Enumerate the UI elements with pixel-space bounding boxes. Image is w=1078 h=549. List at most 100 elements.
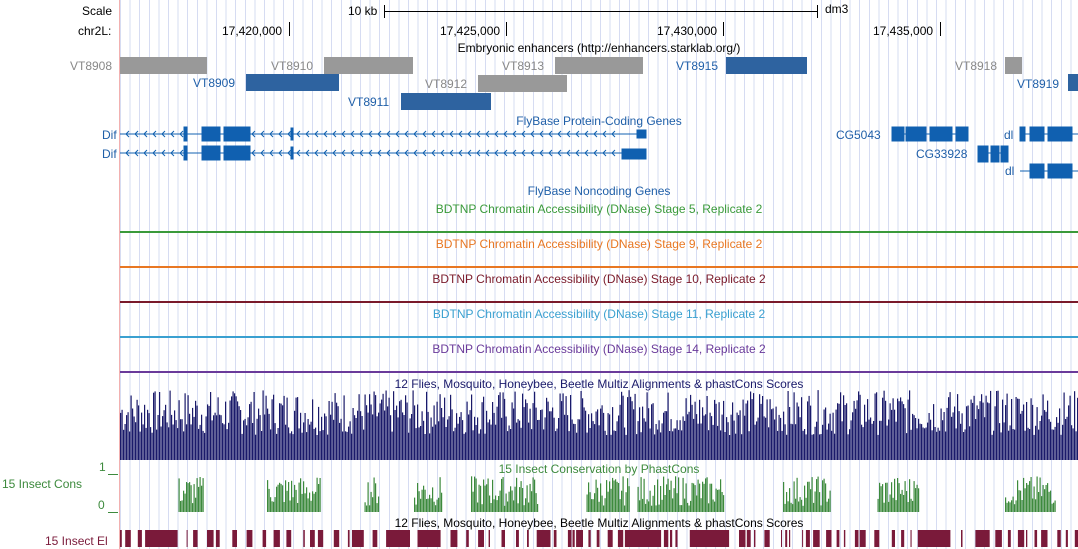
cg5043-exon [955,126,969,142]
strand-arrow [539,149,544,157]
element-block [303,530,305,547]
enhancer-vt8915[interactable] [726,57,807,74]
cons-bar [1005,497,1007,512]
strand-arrow [476,130,481,138]
element-block [813,530,820,547]
multiz-bar [195,400,197,460]
element-block [186,530,188,547]
multiz-bar [355,418,357,460]
gene-label-dl-1[interactable]: dl [1004,128,1014,142]
elements-side-label[interactable]: 15 Insect El [45,534,108,548]
cons-bar [309,492,311,512]
element-block [588,530,591,547]
cons-bar [628,486,630,512]
cons-bar [684,498,686,512]
multiz-bar [708,430,710,460]
multiz-bar [330,414,332,460]
multiz-bar [553,417,555,460]
cons-bar [319,478,321,512]
cons-bar [187,483,189,512]
element-block [663,530,669,547]
multiz-bar [196,405,198,460]
enhancer-vt8918[interactable] [1005,57,1022,74]
multiz-bar [991,434,993,460]
cons-bar [640,477,642,512]
enhancer-label-vt8913[interactable]: VT8913 [502,59,545,73]
strand-arrow [494,130,499,138]
enhancer-label-vt8919[interactable]: VT8919 [1017,77,1060,91]
multiz-bar [808,395,810,460]
gene-label-dif-1[interactable]: Dif [102,128,117,142]
cons-bar [199,477,201,512]
gene-label-cg33928[interactable]: CG33928 [916,147,968,161]
multiz-bar [810,405,812,460]
dnase-stage11-signal [120,336,1078,338]
gene-label-dl-2[interactable]: dl [1005,164,1015,178]
multiz-bar [211,420,213,460]
multiz-bar [1008,430,1010,460]
multiz-bar [463,433,465,460]
multiz-bar [274,423,276,460]
multiz-bar [288,427,290,460]
multiz-bar [832,412,834,460]
multiz-bar [756,421,758,460]
enhancer-label-vt8912[interactable]: VT8912 [425,77,468,91]
multiz-bar [679,420,681,460]
multiz-bar [247,417,249,460]
cons-bar [1009,502,1011,512]
multiz-bar [621,391,623,460]
enhancer-vt8908[interactable] [120,57,207,74]
multiz-bar [826,429,828,460]
cons-bar [1050,490,1052,512]
multiz-bar [766,399,768,460]
enhancer-label-vt8918[interactable]: VT8918 [955,59,998,73]
cons-bar [294,484,296,512]
multiz-bar [585,410,587,460]
enhancer-vt8909[interactable] [246,74,339,91]
enhancer-vt8910[interactable] [324,57,413,74]
cons-bar [693,483,695,512]
enhancer-label-vt8910[interactable]: VT8910 [271,59,314,73]
multiz-bar [474,416,476,460]
multiz-bar [1051,429,1053,460]
multiz-bar [886,425,888,460]
cons-side-label[interactable]: 15 Insect Cons [2,477,83,491]
multiz-bar [940,408,942,460]
multiz-bar [462,420,464,460]
enhancer-vt8911[interactable] [401,93,491,110]
multiz-bar [208,405,210,460]
multiz-bar [136,399,138,460]
cons-bar [1023,477,1025,512]
cons-bar [670,480,672,512]
dnase-stage5-title: BDTNP Chromatin Accessibility (DNase) St… [435,202,763,216]
enhancer-label-vt8909[interactable]: VT8909 [193,76,236,90]
enhancer-label-vt8911[interactable]: VT8911 [348,95,390,109]
enhancer-vt8913[interactable] [555,57,643,74]
multiz-bar [213,415,215,460]
gene-label-dif-2[interactable]: Dif [102,147,117,161]
cons-bar [603,505,605,512]
multiz-bar [619,404,621,460]
cons-bar [609,481,611,512]
dnase-stage14-signal [120,371,1078,373]
cons-bar [196,478,198,512]
element-block [347,530,350,547]
cons-bar [705,478,707,512]
cons-bar [1033,486,1035,512]
enhancer-label-vt8908[interactable]: VT8908 [70,59,113,73]
cons-bar [696,495,698,512]
multiz-bar [955,428,957,460]
enhancer-vt8919[interactable] [1068,74,1078,91]
multiz-bar [174,410,176,460]
strand-arrow [260,149,265,157]
enhancer-vt8912[interactable] [478,75,567,92]
cons-bar [280,483,282,512]
multiz-bar [981,394,983,460]
cons-bar [885,482,887,512]
multiz-bar [480,429,482,460]
cons-bar [613,480,615,512]
gene-label-cg5043[interactable]: CG5043 [836,128,881,142]
multiz-bar [720,430,722,460]
enhancer-label-vt8915[interactable]: VT8915 [676,59,719,73]
